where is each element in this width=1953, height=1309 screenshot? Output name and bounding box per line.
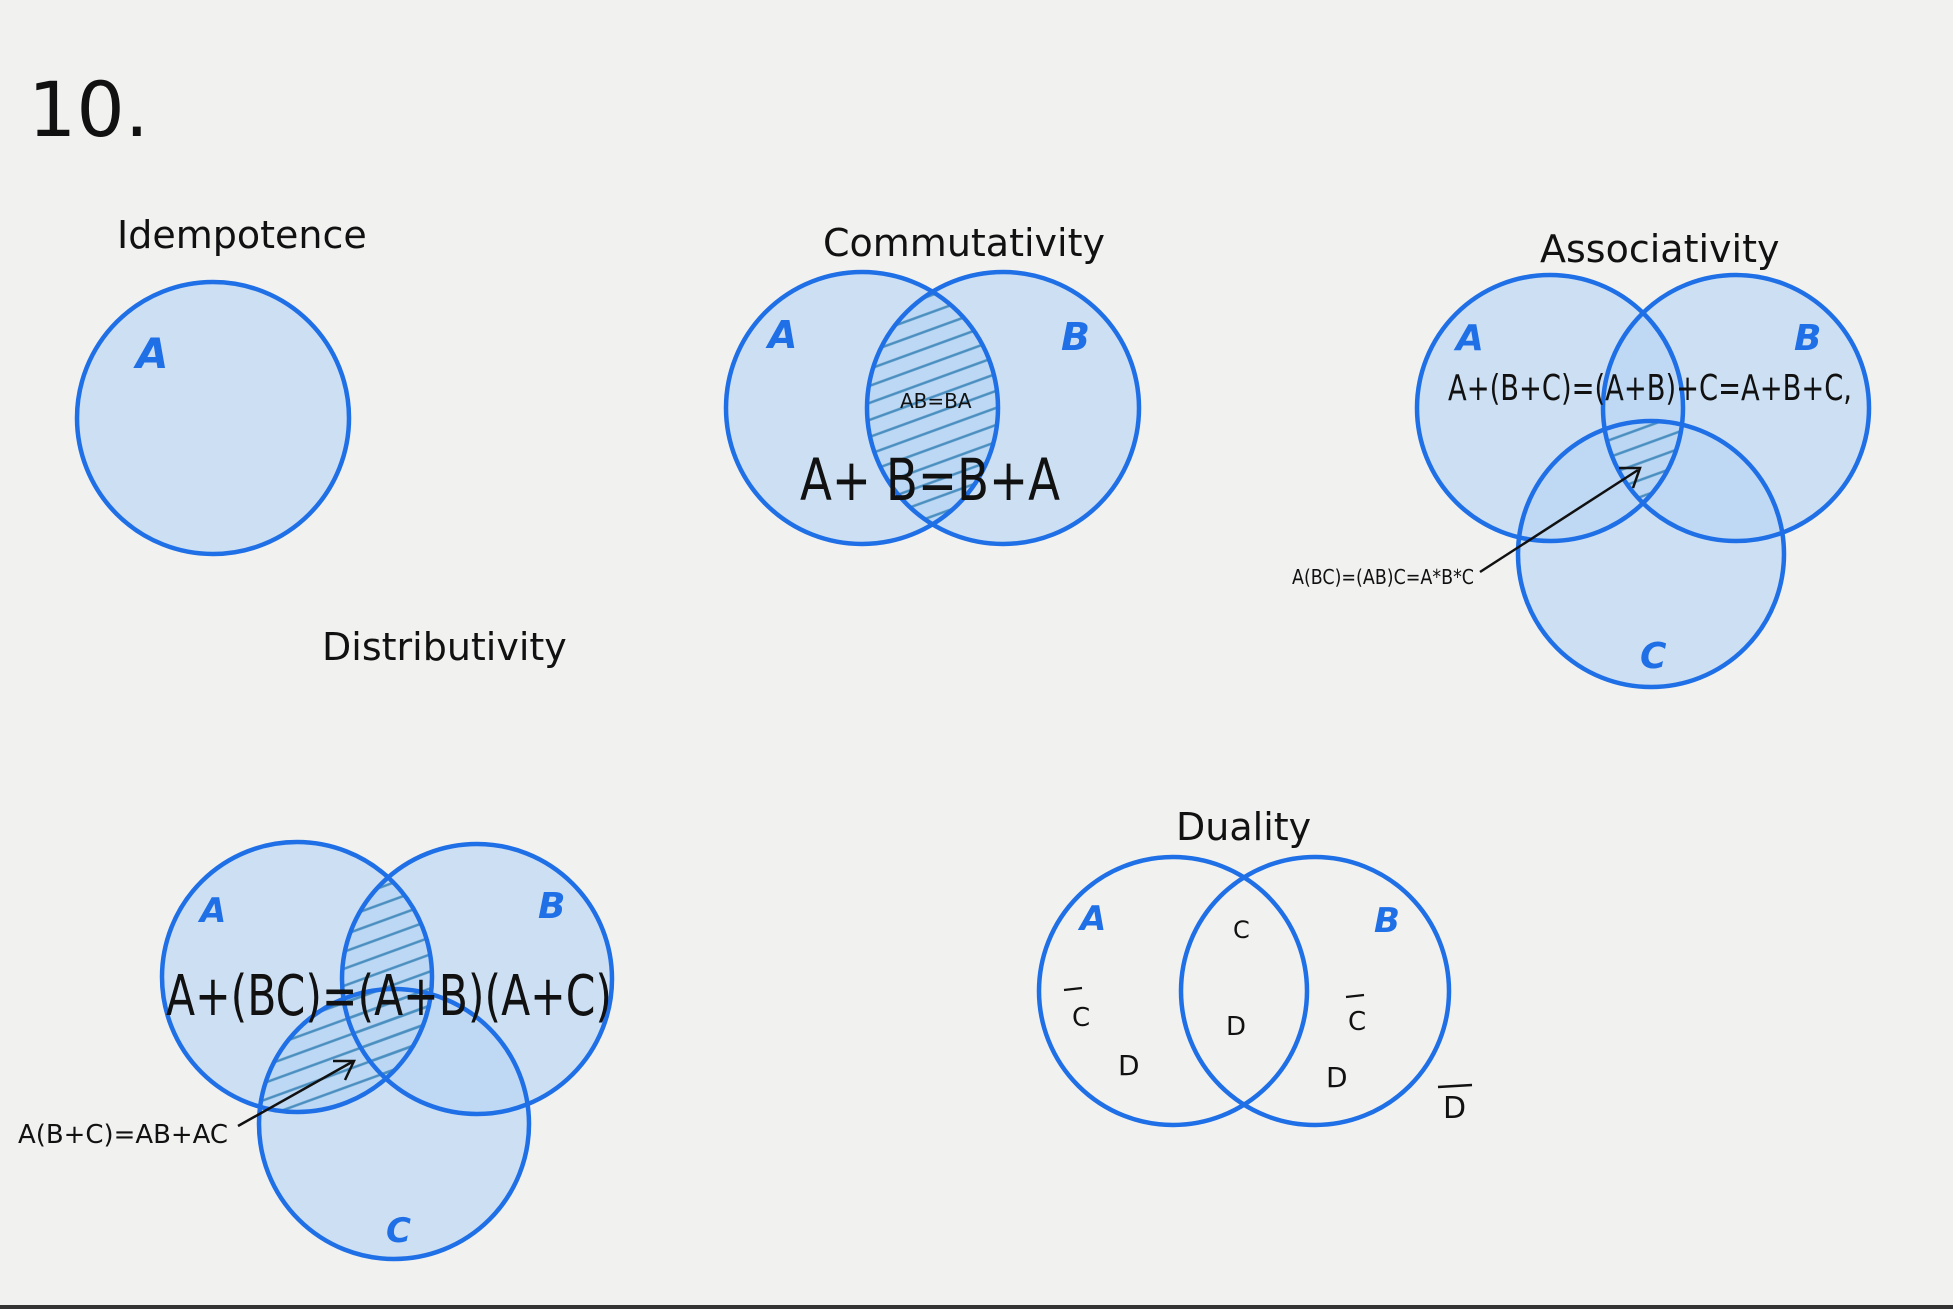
page-number: 10. [28,65,149,154]
duality-outer-d-complement-bar [1437,1083,1473,1089]
duality-left-d: D [1118,1049,1140,1082]
commutativity-diagram: Commutativity A B AB=BA A+ B=B+A [723,221,1142,547]
distributivity-title: Distributivity [322,625,567,669]
associativity-set-c-label: C [1640,636,1667,677]
duality-outer-d-complement: D [1443,1091,1466,1126]
associativity-diagram: Associativity A B C A+(B+C)=(A+B)+C=A+B+… [1292,227,1872,690]
duality-set-a-circle [1036,854,1310,1128]
duality-right-c-complement: C [1348,1007,1366,1037]
distributivity-set-c-label: C [386,1211,411,1251]
distributivity-pointer-arrow [237,1060,353,1128]
duality-center-c: C [1233,916,1250,944]
commutativity-set-a-label: A [765,313,797,357]
duality-title: Duality [1176,805,1311,849]
associativity-set-a-circle [1414,272,1686,544]
associativity-set-b-label: B [1794,318,1821,359]
idempotence-set-a-fill [75,280,351,556]
duality-set-a-label: A [1077,899,1106,939]
duality-center-d: D [1226,1012,1246,1042]
duality-set-b-label: B [1374,901,1400,941]
idempotence-set-a-label: A [133,329,169,378]
duality-diagram: Duality A B C D C D C D D [1036,805,1473,1128]
distributivity-diagram: Distributivity A B C A+(BC)=(A+B)(A+C) A… [18,625,615,1262]
distributivity-set-b-label: B [538,886,565,927]
duality-left-c-complement: C [1072,1003,1090,1033]
associativity-set-c-fill [1518,421,1784,687]
idempotence-title: Idempotence [117,213,367,257]
associativity-intersection-formula: A(BC)=(AB)C=A*B*C [1292,565,1474,589]
bottom-edge [0,1305,1953,1309]
distributivity-set-b-circle [339,841,615,1117]
associativity-title: Associativity [1540,227,1779,271]
distributivity-set-a-circle [159,839,435,1115]
distributivity-set-c-circle [256,986,532,1262]
commutativity-intersection-label: AB=BA [900,389,972,413]
distributivity-ac-hatch [259,989,432,1112]
distributivity-intersection-formula: A(B+C)=AB+AC [18,1120,228,1150]
commutativity-set-b-label: B [1061,315,1090,359]
duality-set-b-circle [1178,854,1452,1128]
associativity-pointer-arrowhead [1619,466,1642,489]
commutativity-intersection-hatch [867,272,998,544]
associativity-set-b-circle [1600,272,1872,544]
associativity-set-a-label: A [1453,318,1484,359]
associativity-union-formula: A+(B+C)=(A+B)+C=A+B+C, [1448,368,1852,409]
distributivity-union-formula: A+(BC)=(A+B)(A+C) [166,964,612,1029]
commutativity-title: Commutativity [823,221,1105,265]
duality-right-d: D [1326,1061,1348,1094]
associativity-pointer-arrow [1479,468,1639,574]
idempotence-set-a-circle [74,279,352,557]
duality-right-c-complement-bar [1345,993,1365,999]
commutativity-set-b-circle [864,269,1142,547]
associativity-set-c-circle [1515,418,1787,690]
idempotence-diagram: Idempotence A [74,213,367,557]
commutativity-set-a-circle [723,269,1001,547]
distributivity-pointer-arrowhead [333,1059,356,1081]
duality-left-c-complement-bar [1063,986,1083,992]
distributivity-set-a-label: A [197,891,226,931]
commutativity-union-formula: A+ B=B+A [800,446,1060,514]
